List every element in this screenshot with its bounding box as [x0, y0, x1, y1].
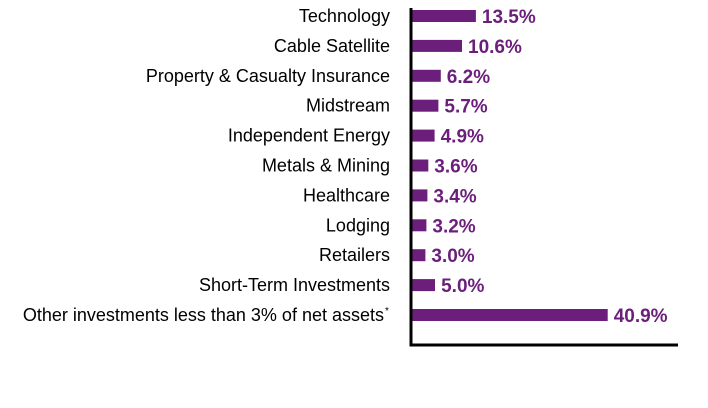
- value-labels-group: 13.5% 10.6% 6.2% 5.7% 4.9% 3.6% 3.4% 3.2% 3.0% 5.…: [431, 7, 667, 327]
- category-label-2: Property & Casualty Insurance: [146, 66, 390, 86]
- value-label-5: 3.6%: [434, 157, 477, 178]
- value-label-9: 5.0%: [441, 276, 484, 297]
- category-label-9: Short-Term Investments: [199, 275, 390, 295]
- bar-3: [411, 99, 439, 112]
- bar-8: [411, 249, 426, 262]
- value-label-3: 5.7%: [444, 97, 487, 118]
- category-label-10: Other investments less than 3% of net as…: [23, 305, 384, 325]
- category-label-4: Independent Energy: [228, 126, 390, 146]
- category-label-5: Metals & Mining: [262, 156, 390, 176]
- bar-6: [411, 189, 428, 202]
- value-label-4: 4.9%: [441, 127, 484, 148]
- value-label-8: 3.0%: [431, 246, 474, 267]
- bar-7: [411, 219, 427, 232]
- category-label-8: Retailers: [319, 245, 390, 265]
- value-label-7: 3.2%: [432, 216, 475, 237]
- value-label-2: 6.2%: [447, 67, 490, 88]
- category-labels-group: Technology Cable Satellite Property & Casu…: [23, 6, 390, 325]
- bar-1: [411, 39, 462, 52]
- bar-4: [411, 129, 435, 142]
- bar-0: [411, 10, 476, 22]
- value-label-1: 10.6%: [468, 37, 522, 58]
- category-label-7: Lodging: [326, 215, 390, 235]
- category-footnote-marker-10: *: [385, 306, 389, 317]
- value-label-6: 3.4%: [433, 186, 476, 207]
- category-label-0: Technology: [299, 6, 390, 26]
- category-label-3: Midstream: [306, 96, 390, 116]
- bar-9: [411, 279, 435, 292]
- bar-10: [411, 309, 608, 321]
- bar-5: [411, 159, 429, 172]
- axes-group: [409, 8, 678, 347]
- category-label-6: Healthcare: [303, 185, 390, 205]
- category-label-1: Cable Satellite: [274, 36, 390, 56]
- value-label-0: 13.5%: [482, 7, 536, 28]
- value-label-10: 40.9%: [614, 306, 668, 327]
- bars-group: [411, 10, 608, 321]
- bar-2: [411, 69, 441, 82]
